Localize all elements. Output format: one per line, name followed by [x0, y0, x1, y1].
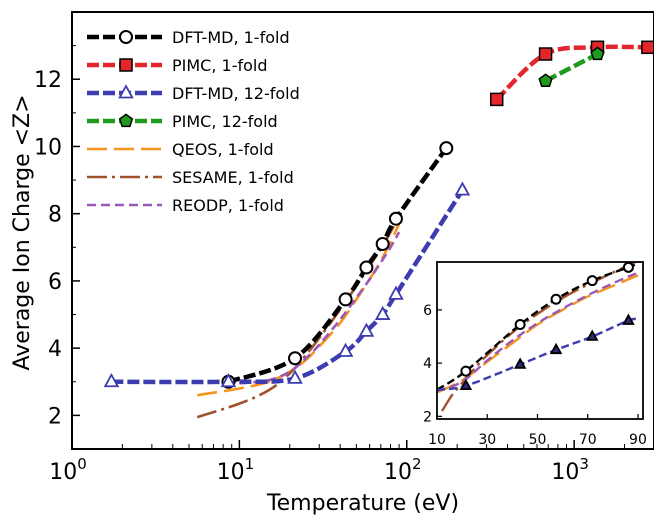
inset-data-point-dft-md-12-fold: [459, 378, 473, 391]
inset-series: [437, 262, 639, 412]
x-tick-label: 100: [49, 455, 87, 485]
data-point-dft-md-1-fold: [388, 211, 403, 226]
data-point-pimc-12-fold: [538, 73, 553, 88]
x-tick-label: 103: [551, 455, 589, 485]
inset-y-tick-label: 4: [423, 356, 432, 372]
inset-x-tick-label: 10: [428, 432, 446, 448]
legend-entry-pimc-12-fold: PIMC, 12-fold: [87, 112, 278, 131]
inset-x-tick-label: 50: [529, 432, 547, 448]
data-point-pimc-1-fold: [538, 47, 553, 61]
y-tick-label: 6: [48, 270, 62, 295]
legend-entry-sesame-1-fold: SESAME, 1-fold: [87, 168, 294, 187]
inset-frame: [436, 261, 644, 420]
data-point-dft-md-12-fold: [358, 322, 375, 337]
data-point-dft-md-12-fold: [388, 285, 404, 300]
inset-data-point-dft-md-12-fold: [513, 357, 527, 369]
legend-label: PIMC, 12-fold: [172, 112, 278, 131]
data-point-dft-md-12-fold: [374, 305, 391, 320]
inset-data-point-dft-md-12-fold: [549, 342, 563, 355]
inset-data-point-dft-md-1-fold: [460, 365, 472, 377]
series-line-dft-md-12-fold: [111, 188, 465, 385]
data-point-dft-md-12-fold: [220, 373, 237, 388]
inset-data-point-dft-md-1-fold: [586, 275, 598, 287]
legend-label: REODP, 1-fold: [172, 196, 284, 215]
legend-label: PIMC, 1-fold: [172, 56, 268, 75]
inset-y-tick-label: 6: [423, 303, 432, 319]
series-line-qeos-1-fold: [197, 223, 401, 397]
data-point-dft-md-1-fold: [288, 351, 303, 366]
inset-x-tick-label: 30: [478, 432, 496, 448]
legend-marker: [118, 84, 134, 99]
series-line-reodp-1-fold: [239, 231, 401, 385]
y-tick-label: 8: [48, 203, 62, 228]
y-tick-label: 4: [48, 337, 62, 362]
data-point-dft-md-12-fold: [103, 373, 120, 388]
legend-entry-reodp-1-fold: REODP, 1-fold: [87, 196, 284, 215]
legend-entry-pimc-1-fold: PIMC, 1-fold: [87, 56, 268, 75]
series-line-pimc-1-fold: [495, 44, 648, 102]
legend-label: DFT-MD, 1-fold: [172, 28, 290, 47]
inset-data-point-dft-md-1-fold: [550, 293, 562, 305]
series-line-pimc-12-fold: [544, 52, 599, 83]
legend-label: QEOS, 1-fold: [172, 140, 274, 159]
y-axis-label: Average Ion Charge <Z>: [10, 94, 35, 370]
legend-entry-dft-md-1-fold: DFT-MD, 1-fold: [87, 28, 290, 47]
inset-series-line-reodp-1-fold: [437, 271, 639, 393]
inset-data-point-dft-md-12-fold: [586, 329, 599, 341]
inset-data-point-dft-md-1-fold: [514, 319, 526, 331]
inset-y-tick-label: 2: [423, 409, 432, 425]
data-point-dft-md-1-fold: [359, 260, 374, 275]
data-point-dft-md-1-fold: [338, 292, 353, 307]
main-series: [103, 40, 654, 419]
x-tick-label: 102: [384, 455, 422, 485]
data-point-dft-md-1-fold: [375, 236, 390, 251]
data-point-dft-md-1-fold: [439, 141, 454, 156]
x-axis-label: Temperature (eV): [266, 491, 459, 516]
y-tick-label: 12: [34, 68, 62, 93]
legend-label: DFT-MD, 12-fold: [172, 84, 300, 103]
legend-marker: [119, 58, 133, 72]
legend-marker: [119, 30, 133, 44]
plot-frame: [71, 11, 654, 450]
data-point-pimc-12-fold: [590, 46, 605, 61]
legend-entry-dft-md-12-fold: DFT-MD, 12-fold: [87, 84, 300, 103]
data-point-pimc-1-fold: [641, 40, 654, 55]
legend-label: SESAME, 1-fold: [172, 168, 294, 187]
legend-marker: [118, 113, 134, 128]
data-point-pimc-1-fold: [489, 92, 504, 107]
inset-plot: 2 4 6 10 30 50 70 90: [423, 261, 647, 448]
data-point-dft-md-12-fold: [287, 369, 303, 384]
inset-x-tick-label: 90: [629, 432, 647, 448]
x-tick-label: 101: [217, 455, 255, 485]
inset-data-point-dft-md-12-fold: [622, 313, 635, 325]
y-tick-label: 2: [48, 404, 62, 429]
legend: DFT-MD, 1-fold PIMC, 1-fold DFT-MD, 12-fol…: [87, 28, 300, 215]
data-point-dft-md-12-fold: [337, 342, 354, 357]
y-tick-label: 10: [34, 135, 62, 160]
inset-data-point-dft-md-1-fold: [622, 262, 634, 273]
legend-entry-qeos-1-fold: QEOS, 1-fold: [87, 140, 274, 159]
data-point-dft-md-12-fold: [454, 181, 471, 196]
inset-x-tick-label: 70: [579, 432, 597, 448]
